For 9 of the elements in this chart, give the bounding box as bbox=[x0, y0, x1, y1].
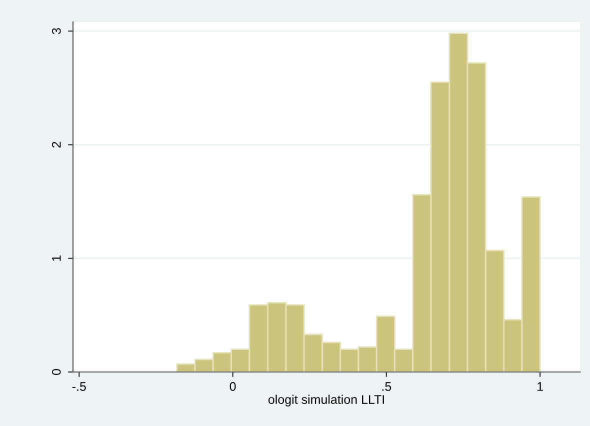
x-tick-label: 0 bbox=[230, 382, 236, 391]
x-tick-label: .5 bbox=[382, 382, 392, 391]
y-tick-label: 3 bbox=[52, 28, 61, 34]
y-tick-label: 1 bbox=[52, 255, 61, 261]
x-axis-title: ologit simulation LLTI bbox=[268, 394, 384, 406]
x-tick-label: 1 bbox=[538, 382, 543, 391]
x-tick-label: -.5 bbox=[72, 382, 86, 391]
y-tick-label: 0 bbox=[52, 369, 61, 375]
y-tick-label: 2 bbox=[52, 142, 61, 148]
